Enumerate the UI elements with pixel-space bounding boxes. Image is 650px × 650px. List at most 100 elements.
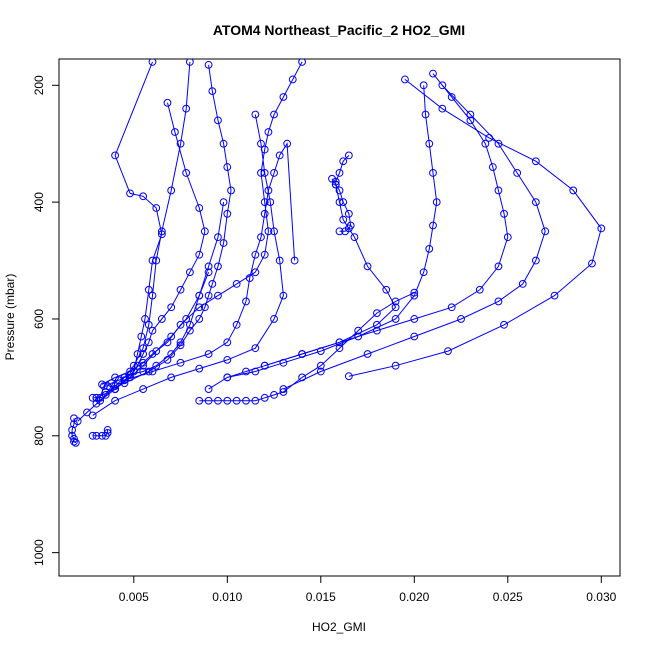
data-point (279, 291, 288, 300)
series-5 (92, 59, 194, 408)
series-15 (260, 69, 512, 370)
data-point (475, 285, 484, 294)
x-tick-label: 0.025 (493, 590, 523, 604)
data-point (421, 110, 430, 119)
data-point (401, 75, 409, 84)
data-point (279, 385, 288, 393)
data-point (513, 169, 522, 177)
data-point (195, 291, 204, 300)
data-point (354, 332, 363, 341)
data-point (111, 151, 119, 160)
data-point (270, 391, 278, 399)
data-point (232, 320, 241, 329)
data-point (186, 320, 194, 329)
data-point (588, 259, 596, 268)
data-point (260, 169, 269, 177)
data-point (70, 434, 78, 443)
data-point (494, 297, 503, 306)
data-point (186, 59, 194, 66)
data-point (176, 358, 185, 367)
x-axis-label: HO2_GMI (312, 620, 366, 634)
series-line (199, 292, 415, 402)
x-tick-label: 0.010 (212, 590, 242, 604)
data-point (466, 110, 475, 119)
data-point (298, 59, 306, 66)
data-point (447, 93, 456, 101)
data-point (260, 209, 269, 218)
data-point (438, 104, 447, 113)
data-point (144, 338, 153, 347)
data-point (195, 303, 204, 312)
data-point (316, 367, 325, 376)
y-tick-label: 200 (32, 75, 46, 95)
data-point (88, 393, 97, 402)
data-point (176, 320, 185, 329)
data-point (103, 428, 112, 437)
plot-frame (58, 58, 621, 577)
data-point (500, 320, 508, 329)
data-point (339, 157, 348, 166)
data-point (186, 326, 194, 335)
data-point (120, 376, 129, 385)
data-point (219, 239, 228, 247)
data-point (139, 385, 148, 393)
data-point (157, 315, 166, 323)
data-point (410, 332, 419, 341)
data-point (195, 364, 204, 373)
data-point (200, 227, 209, 236)
data-point (344, 372, 353, 381)
data-point (518, 280, 527, 288)
data-point (429, 169, 437, 177)
data-point (182, 104, 191, 113)
data-point (182, 169, 191, 177)
x-axis: 0.005 0.010 0.015 0.020 0.025 0.030 (119, 575, 617, 604)
data-point (141, 315, 149, 323)
data-point (195, 250, 204, 259)
data-point (68, 426, 76, 434)
data-point (391, 303, 400, 312)
series-line (96, 61, 191, 405)
data-point (219, 198, 228, 207)
data-point (139, 350, 148, 358)
y-tick-label: 800 (32, 425, 46, 445)
y-axis: 200 400 600 800 1000 (32, 75, 60, 566)
data-point (163, 338, 172, 347)
data-point (245, 274, 254, 282)
data-point (204, 262, 213, 271)
data-point (139, 344, 148, 353)
data-point (70, 437, 78, 446)
data-point (488, 163, 497, 171)
data-point (227, 186, 235, 195)
data-point (373, 309, 381, 318)
data-point (214, 116, 222, 125)
series-11 (88, 110, 288, 420)
data-point (335, 186, 344, 195)
data-point (260, 393, 269, 402)
data-point (242, 367, 250, 376)
data-point (335, 169, 344, 177)
data-point (232, 396, 241, 405)
data-point (251, 367, 260, 376)
data-point (137, 332, 146, 341)
series-14 (223, 81, 441, 382)
data-point (485, 133, 494, 142)
data-point (167, 303, 176, 312)
data-point (176, 285, 185, 294)
data-point (214, 233, 222, 242)
data-point (152, 204, 161, 212)
data-point (438, 81, 447, 90)
data-point (419, 268, 428, 277)
data-point (363, 350, 372, 358)
data-point (167, 332, 176, 341)
data-point (242, 297, 250, 306)
data-point (232, 280, 241, 288)
data-point (167, 186, 176, 195)
data-point (88, 431, 97, 440)
data-point (270, 169, 278, 177)
data-point (242, 396, 250, 405)
data-point (298, 350, 307, 358)
series-16 (279, 81, 550, 393)
data-point (214, 262, 222, 271)
data-point (223, 163, 232, 171)
x-tick-label: 0.005 (119, 590, 149, 604)
